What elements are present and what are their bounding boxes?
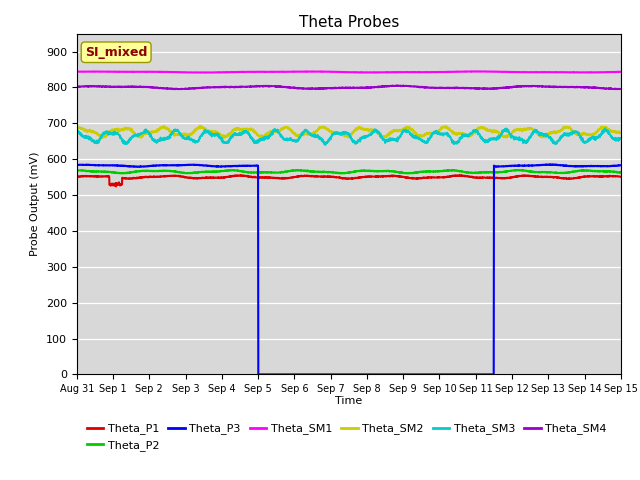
Theta_SM3 <box>602 128 609 133</box>
Text: SI_mixed: SI_mixed <box>85 46 147 59</box>
Theta_P2 <box>100 169 108 175</box>
Legend: Theta_P1, Theta_P2, Theta_P3, Theta_SM1, Theta_SM2, Theta_SM3, Theta_SM4: Theta_P1, Theta_P2, Theta_P3, Theta_SM1,… <box>83 419 611 456</box>
Theta_SM2 <box>196 123 204 129</box>
Theta_SM2 <box>617 130 625 136</box>
Theta_SM2 <box>602 125 609 131</box>
Theta_SM2 <box>100 134 108 140</box>
Theta_SM1 <box>100 69 108 74</box>
Theta_SM1 <box>323 69 331 74</box>
Theta_SM3 <box>617 136 625 142</box>
Theta_P3 <box>502 163 509 169</box>
Theta_SM4 <box>602 86 609 92</box>
Line: Theta_SM2: Theta_SM2 <box>77 126 621 138</box>
Theta_P2 <box>617 170 625 176</box>
Theta_P1 <box>73 174 81 180</box>
Theta_SM1 <box>602 69 609 75</box>
Theta_P3 <box>549 161 557 167</box>
Theta_SM1 <box>472 69 479 74</box>
Theta_P1 <box>323 174 331 180</box>
Theta_SM2 <box>73 125 81 131</box>
Theta_SM4 <box>617 86 625 92</box>
Theta_SM4 <box>602 86 609 92</box>
Theta_P2 <box>602 168 609 174</box>
Theta_SM1 <box>617 69 625 75</box>
Theta_P1 <box>602 174 609 180</box>
Theta_P2 <box>502 169 509 175</box>
Theta_P2 <box>73 168 81 173</box>
Theta_P3 <box>617 162 625 168</box>
Theta_P2 <box>323 169 331 175</box>
Theta_P2 <box>511 167 519 173</box>
Line: Theta_SM4: Theta_SM4 <box>77 85 621 89</box>
Theta_SM4 <box>73 84 81 90</box>
Theta_SM4 <box>323 85 331 91</box>
Theta_P3 <box>255 372 262 377</box>
Theta_SM3 <box>73 127 81 133</box>
Y-axis label: Probe Output (mV): Probe Output (mV) <box>30 152 40 256</box>
Theta_SM2 <box>137 135 145 141</box>
Theta_SM1 <box>602 69 609 75</box>
Title: Theta Probes: Theta Probes <box>299 15 399 30</box>
Theta_SM4 <box>394 83 401 88</box>
Theta_SM1 <box>201 70 209 75</box>
Theta_SM3 <box>502 127 509 133</box>
Theta_P1 <box>617 174 625 180</box>
Line: Theta_P2: Theta_P2 <box>77 170 621 174</box>
Theta_SM3 <box>338 131 346 136</box>
Theta_P3 <box>602 163 609 169</box>
Theta_SM3 <box>323 140 331 146</box>
Theta_P1 <box>112 183 120 189</box>
Theta_SM2 <box>602 124 609 130</box>
Line: Theta_P3: Theta_P3 <box>77 164 621 374</box>
Theta_P1 <box>458 172 465 178</box>
Line: Theta_P1: Theta_P1 <box>77 175 621 186</box>
Theta_SM1 <box>73 69 81 74</box>
Theta_P3 <box>100 162 108 168</box>
Theta_P3 <box>73 162 81 168</box>
Theta_P2 <box>337 171 344 177</box>
X-axis label: Time: Time <box>335 396 362 406</box>
Theta_SM4 <box>338 85 346 91</box>
Theta_P1 <box>602 173 609 179</box>
Theta_P3 <box>323 372 331 377</box>
Theta_P3 <box>338 372 346 377</box>
Theta_P1 <box>502 176 509 181</box>
Theta_P1 <box>338 175 346 181</box>
Theta_SM3 <box>100 130 108 136</box>
Line: Theta_SM3: Theta_SM3 <box>77 128 621 145</box>
Theta_SM1 <box>338 69 346 75</box>
Theta_SM3 <box>321 142 329 148</box>
Theta_SM4 <box>502 84 509 90</box>
Theta_SM4 <box>100 84 108 90</box>
Theta_P1 <box>100 174 108 180</box>
Theta_SM3 <box>601 125 609 131</box>
Theta_P2 <box>602 168 609 174</box>
Theta_SM1 <box>502 69 509 75</box>
Theta_SM2 <box>324 126 332 132</box>
Theta_SM4 <box>170 86 178 92</box>
Theta_SM2 <box>338 131 346 136</box>
Theta_P2 <box>338 170 346 176</box>
Theta_SM2 <box>502 133 509 139</box>
Theta_P3 <box>602 163 609 169</box>
Theta_SM3 <box>602 126 609 132</box>
